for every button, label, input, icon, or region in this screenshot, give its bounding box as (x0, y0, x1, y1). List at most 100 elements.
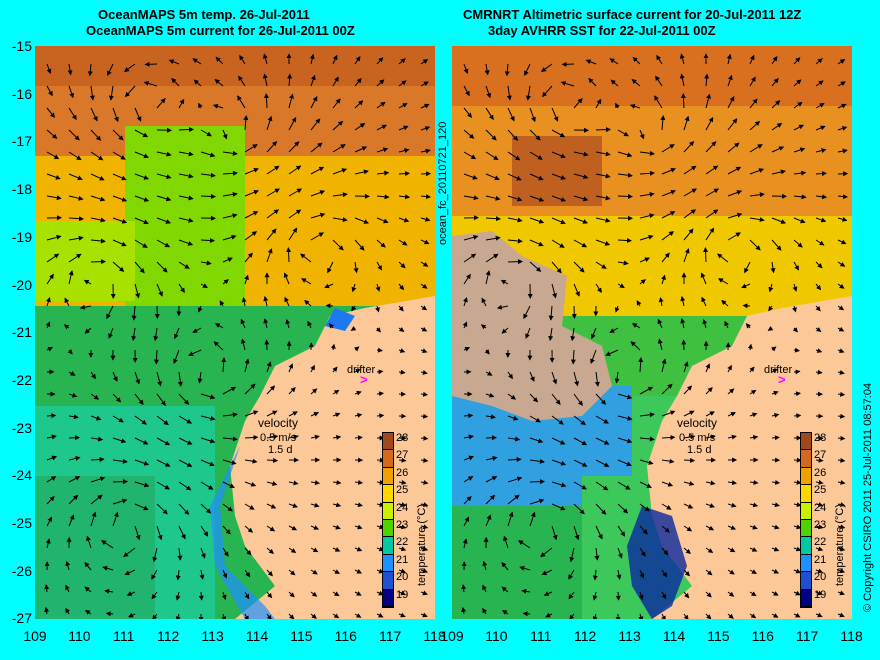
current-arrow (65, 584, 70, 593)
current-arrow (90, 511, 97, 527)
current-arrow (332, 144, 346, 153)
current-arrow (375, 305, 380, 313)
current-arrow (661, 503, 672, 510)
current-arrow (134, 129, 149, 138)
current-arrow (771, 591, 779, 596)
current-arrow (485, 195, 501, 201)
current-arrow (151, 569, 158, 580)
current-arrow (548, 327, 554, 342)
current-arrow (287, 73, 293, 87)
current-arrow (104, 588, 114, 594)
current-arrow (46, 516, 53, 527)
current-arrow (705, 227, 715, 241)
colorbar-swatch (801, 537, 811, 555)
current-arrow (68, 85, 75, 99)
current-arrow (683, 165, 697, 175)
current-arrow (332, 613, 340, 619)
current-arrow (661, 591, 667, 600)
current-arrow (354, 346, 360, 352)
current-arrow (815, 327, 822, 332)
current-arrow (485, 235, 501, 241)
current-arrow (701, 296, 707, 307)
current-arrow (354, 591, 362, 596)
current-arrow (102, 565, 114, 571)
current-arrow (90, 151, 104, 161)
x-tick-label: 111 (113, 628, 135, 644)
current-arrow (332, 591, 340, 597)
current-arrow (310, 434, 320, 440)
current-arrow (655, 75, 663, 87)
current-arrow (551, 415, 564, 425)
current-arrow (173, 349, 180, 365)
current-arrow (639, 436, 655, 442)
current-arrow (727, 569, 735, 575)
current-arrow (702, 318, 708, 329)
current-arrow (332, 168, 348, 175)
current-arrow (332, 239, 344, 251)
current-arrow (134, 217, 149, 225)
current-arrow (376, 590, 384, 596)
current-arrow (178, 525, 186, 540)
colorbar-tick: 27 (814, 449, 827, 462)
current-arrow (815, 239, 825, 246)
current-arrow (629, 103, 641, 109)
current-arrow (46, 234, 62, 241)
current-arrow (68, 514, 75, 527)
current-arrow (792, 305, 797, 313)
current-arrow (178, 173, 194, 179)
current-arrow (354, 217, 370, 224)
current-arrow (310, 480, 320, 486)
current-arrow (144, 61, 158, 67)
current-arrow (529, 511, 536, 527)
current-arrow (398, 261, 406, 269)
current-arrow (463, 107, 473, 118)
current-arrow (398, 546, 407, 552)
current-arrow (244, 252, 253, 263)
current-arrow (68, 494, 79, 505)
left-title-line2: OceanMAPS 5m current for 26-Jul-2011 00Z (86, 23, 355, 38)
current-arrow (68, 107, 77, 121)
current-arrow (683, 385, 693, 395)
current-arrow (595, 195, 611, 201)
current-arrow (46, 273, 54, 285)
x-tick-label: 117 (796, 628, 819, 644)
current-arrow (507, 476, 523, 483)
current-arrow (573, 239, 588, 248)
current-arrow (595, 525, 603, 540)
current-arrow (631, 323, 641, 329)
current-arrow (507, 371, 513, 380)
current-arrow (771, 346, 777, 352)
colorbar-left (382, 432, 394, 608)
current-arrow (112, 173, 127, 181)
current-arrow (661, 274, 666, 285)
current-arrow (680, 295, 686, 307)
colorbar-tick: 23 (396, 519, 409, 531)
current-arrow (244, 481, 257, 487)
current-arrow (614, 371, 620, 384)
colorbar-label-right: temperature (°C) (834, 503, 846, 586)
current-arrow (327, 261, 334, 274)
current-arrow (239, 54, 246, 65)
current-arrow (200, 525, 209, 537)
current-arrow (524, 63, 531, 77)
current-arrow (46, 129, 58, 139)
current-arrow (749, 613, 757, 619)
current-arrow (266, 248, 273, 263)
current-arrow (67, 63, 73, 76)
current-arrow (244, 591, 250, 600)
current-arrow (332, 54, 338, 65)
current-arrow (46, 455, 58, 461)
current-arrow (375, 327, 381, 333)
current-arrow (485, 216, 501, 222)
current-arrow (310, 388, 318, 395)
current-arrow (197, 371, 203, 384)
current-arrow (727, 502, 737, 508)
current-arrow (462, 538, 468, 549)
current-arrow (573, 217, 589, 224)
colorbar-tick: 28 (396, 432, 409, 444)
current-arrow (518, 540, 531, 549)
current-arrow (310, 613, 317, 619)
current-arrow (610, 79, 619, 87)
current-arrow (266, 165, 280, 175)
current-arrow (639, 503, 650, 512)
